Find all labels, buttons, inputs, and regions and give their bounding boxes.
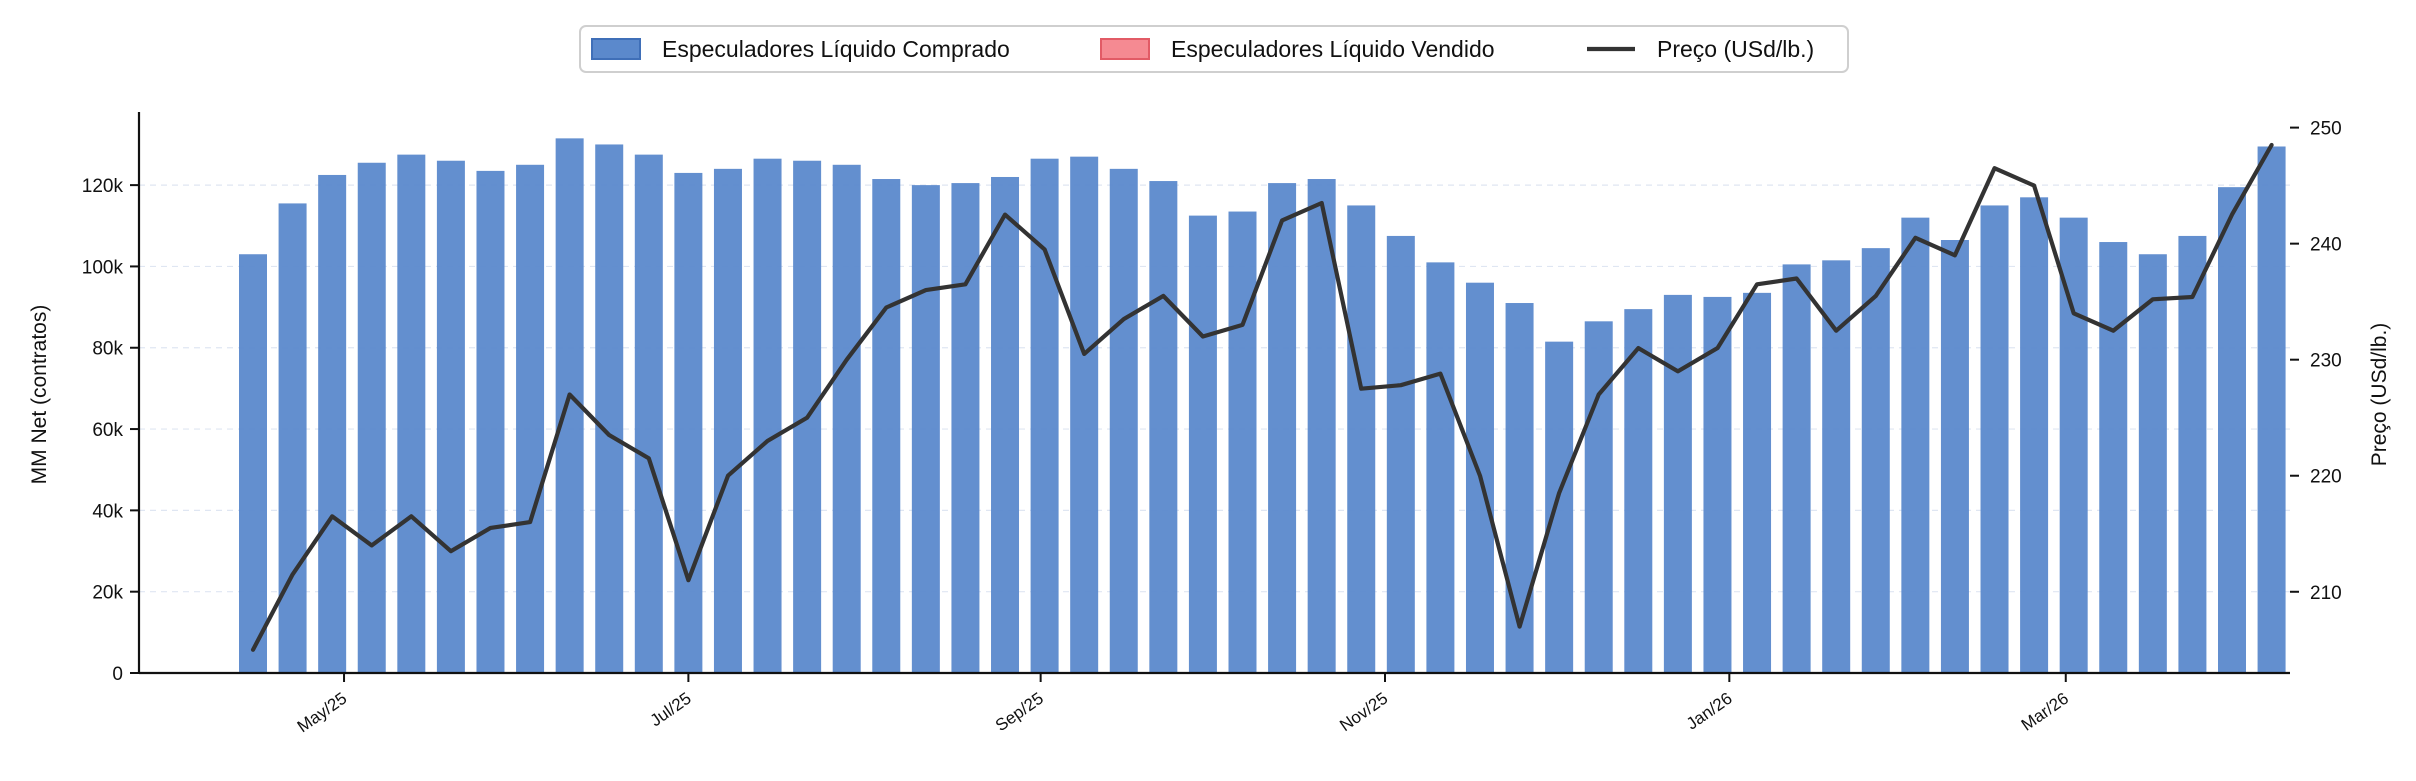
price-line-layer bbox=[250, 142, 2274, 652]
bar-long-3 bbox=[357, 162, 386, 673]
bar-long-38 bbox=[1743, 292, 1772, 673]
bar-long-33 bbox=[1545, 341, 1574, 673]
y-left-axis-label: MM Net (contratos) bbox=[28, 305, 51, 485]
bar-long-47 bbox=[2099, 242, 2128, 673]
y-right-tick-label: 210 bbox=[2310, 583, 2342, 604]
bar-long-6 bbox=[476, 170, 505, 674]
x-tick-label: Mar/26 bbox=[2018, 689, 2072, 735]
bar-long-37 bbox=[1703, 296, 1732, 673]
x-tick-label: Jan/26 bbox=[1683, 689, 1736, 734]
bar-long-35 bbox=[1624, 309, 1653, 673]
y-left-tick-label: 0 bbox=[112, 664, 123, 685]
bar-long-32 bbox=[1505, 303, 1534, 673]
bar-long-36 bbox=[1663, 294, 1692, 673]
y-right-tick-label: 220 bbox=[2310, 467, 2342, 488]
legend-swatch-0 bbox=[591, 38, 641, 60]
y-right-tick-label: 240 bbox=[2310, 235, 2342, 256]
legend: Especuladores Líquido Comprado Especulado… bbox=[579, 25, 1849, 73]
bar-long-4 bbox=[397, 154, 426, 673]
bar-long-13 bbox=[753, 158, 782, 674]
bar-long-24 bbox=[1188, 215, 1217, 673]
y-right-tick-label: 230 bbox=[2310, 351, 2342, 372]
y-left-tick-label: 120k bbox=[82, 176, 124, 197]
y-left-tick-label: 40k bbox=[92, 501, 123, 522]
bar-long-45 bbox=[2020, 197, 2049, 673]
bar-long-23 bbox=[1149, 181, 1178, 674]
bar-long-27 bbox=[1307, 179, 1336, 673]
legend-swatch-1 bbox=[1100, 38, 1150, 60]
bar-long-16 bbox=[872, 179, 901, 673]
bar-long-9 bbox=[595, 144, 624, 674]
legend-box bbox=[579, 25, 1849, 73]
bar-long-22 bbox=[1109, 168, 1138, 674]
bar-long-34 bbox=[1584, 321, 1613, 673]
x-tick-label: Nov/25 bbox=[1336, 689, 1391, 735]
bar-long-29 bbox=[1386, 235, 1415, 673]
y-left-tick-label: 20k bbox=[92, 583, 123, 604]
bar-long-25 bbox=[1228, 211, 1257, 673]
bar-long-50 bbox=[2218, 187, 2246, 673]
bar-long-42 bbox=[1901, 217, 1930, 673]
x-tick-label: Sep/25 bbox=[992, 689, 1047, 735]
bar-long-46 bbox=[2059, 217, 2088, 673]
bar-long-19 bbox=[991, 176, 1020, 673]
legend-label-0: Especuladores Líquido Comprado bbox=[662, 36, 1010, 62]
bar-long-18 bbox=[951, 183, 980, 674]
bar-long-5 bbox=[436, 160, 465, 673]
bar-long-20 bbox=[1030, 158, 1059, 674]
bar-long-41 bbox=[1861, 248, 1890, 673]
bar-long-2 bbox=[318, 174, 347, 673]
legend-label-1: Especuladores Líquido Vendido bbox=[1171, 36, 1495, 62]
y-left-tick-label: 60k bbox=[92, 420, 123, 441]
x-tick-label: May/25 bbox=[294, 689, 351, 737]
bar-long-1 bbox=[278, 203, 307, 673]
bar-long-21 bbox=[1070, 156, 1099, 674]
bar-long-12 bbox=[713, 168, 742, 674]
legend-label-2: Preço (USd/lb.) bbox=[1657, 36, 1814, 62]
price-line bbox=[250, 142, 2274, 652]
bar-long-10 bbox=[634, 154, 663, 673]
bar-series-layer bbox=[239, 138, 2286, 674]
bar-long-44 bbox=[1980, 205, 2009, 673]
bar-long-17 bbox=[911, 185, 940, 673]
bar-long-30 bbox=[1426, 262, 1455, 673]
bar-long-43 bbox=[1940, 240, 1969, 673]
y-right-tick-label: 250 bbox=[2310, 119, 2342, 140]
bar-long-49 bbox=[2178, 235, 2207, 673]
bar-long-15 bbox=[832, 164, 861, 673]
bar-long-28 bbox=[1347, 205, 1376, 673]
bar-long-48 bbox=[2138, 254, 2167, 673]
bar-long-11 bbox=[674, 172, 703, 673]
y-right-axis-label: Preço (USd/lb.) bbox=[2368, 323, 2391, 467]
bar-long-51 bbox=[2257, 146, 2286, 674]
y-left-tick-label: 80k bbox=[92, 339, 123, 360]
bar-long-0 bbox=[239, 254, 267, 673]
bar-long-39 bbox=[1782, 264, 1811, 673]
bar-long-26 bbox=[1268, 183, 1297, 674]
x-tick-label: Jul/25 bbox=[647, 689, 695, 731]
bar-long-7 bbox=[516, 164, 545, 673]
y-left-tick-label: 100k bbox=[82, 257, 124, 278]
